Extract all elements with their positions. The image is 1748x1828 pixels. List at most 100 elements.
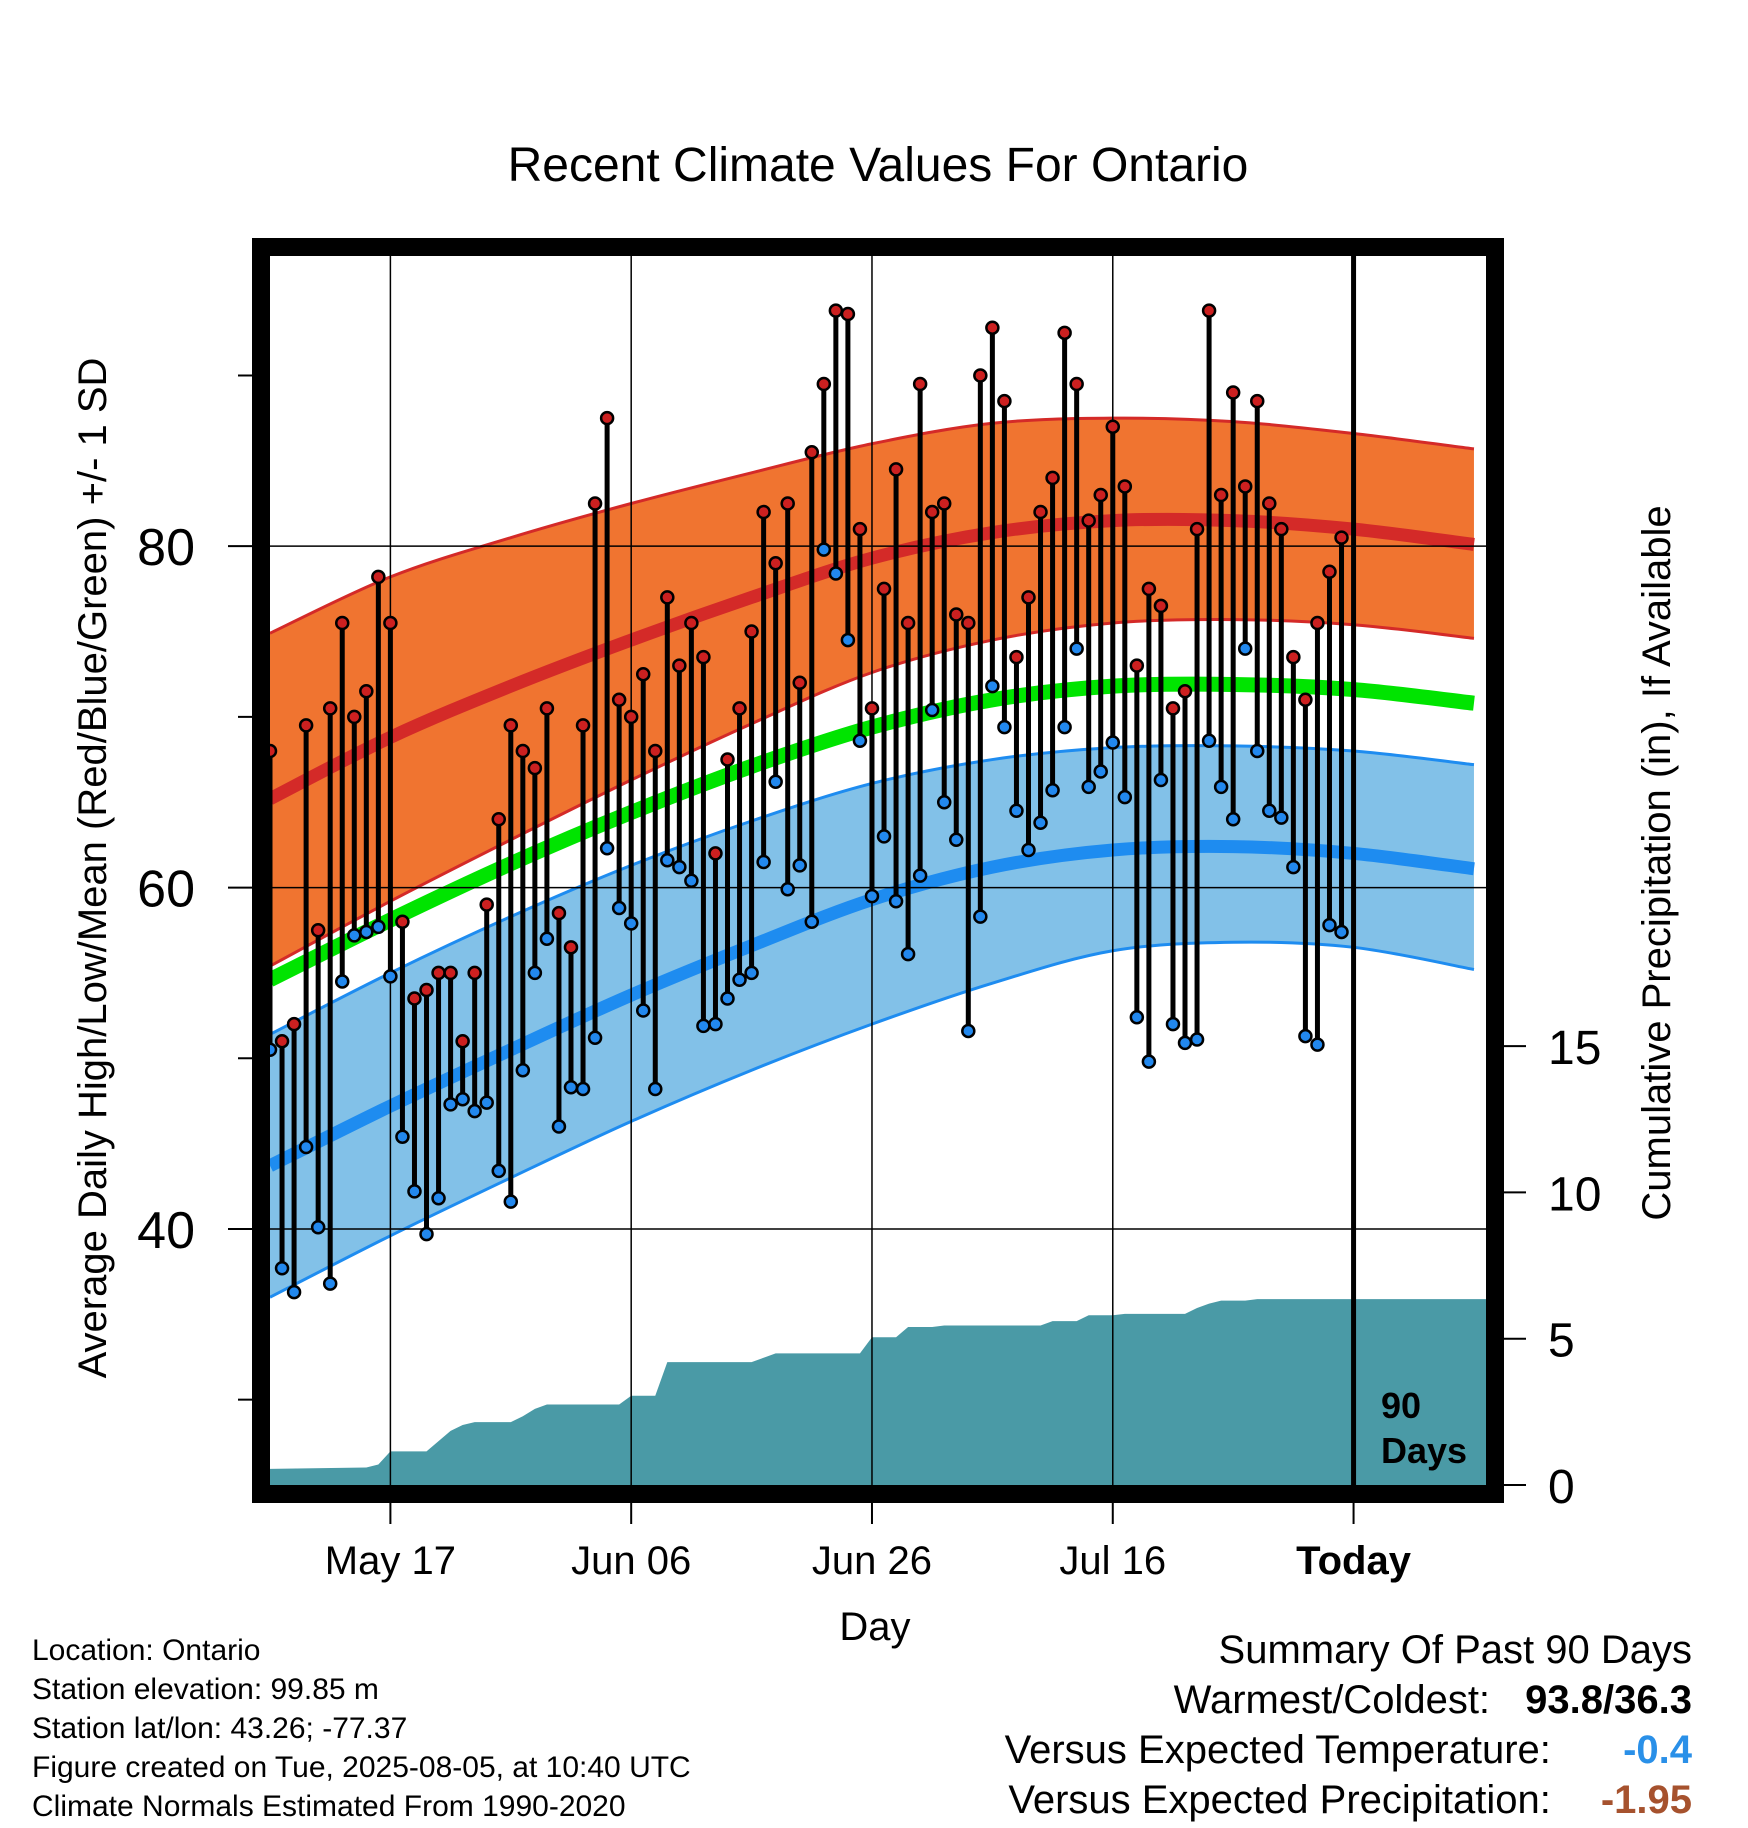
daily-high-point — [1153, 598, 1169, 614]
daily-high-point — [322, 701, 338, 716]
daily-low-point — [347, 928, 362, 943]
daily-low-point — [1249, 743, 1265, 759]
daily-low-point — [551, 1119, 567, 1134]
daily-high-point — [611, 692, 627, 708]
daily-high-point — [804, 445, 820, 460]
chart-title: Recent Climate Values For Ontario — [508, 139, 1249, 192]
daily-high-point — [1322, 564, 1337, 580]
daily-low-point — [949, 832, 964, 848]
daily-stems — [270, 310, 1345, 1293]
daily-high-point — [684, 615, 699, 631]
daily-low-point — [1153, 772, 1169, 788]
x-tick-label: Jul 16 — [1059, 1539, 1166, 1583]
daily-high-point — [756, 504, 771, 520]
daily-low-point — [274, 1260, 290, 1276]
daily-high-point — [431, 965, 446, 981]
daily-high-point — [1129, 658, 1145, 673]
y-tick-label: 60 — [137, 861, 195, 919]
daily-low-point — [310, 1220, 326, 1235]
daily-high-point — [660, 590, 675, 605]
daily-low-point — [1105, 735, 1121, 750]
daily-high-point — [1057, 325, 1072, 341]
daily-low-point — [696, 1018, 711, 1034]
warmest-coldest-value: 93.8/36.3 — [1525, 1678, 1692, 1722]
daily-high-point — [371, 569, 386, 585]
daily-low-point — [322, 1276, 338, 1291]
daily-low-point — [383, 969, 398, 984]
daily-high-point — [563, 940, 579, 955]
daily-high-point — [1334, 530, 1349, 545]
daily-low-point — [479, 1095, 494, 1110]
latlon-text: Station lat/lon: 43.26; -77.37 — [32, 1712, 408, 1745]
y-axis-label: Average Daily High/Low/Mean (Red/Blue/Gr… — [71, 358, 115, 1379]
daily-high-point — [455, 1033, 470, 1049]
daily-high-point — [720, 752, 735, 767]
summary-box: Summary Of Past 90 Days Warmest/Coldest:… — [1005, 1625, 1692, 1825]
x-axis-label: Day — [839, 1605, 910, 1649]
location-text: Location: Ontario — [32, 1634, 261, 1667]
daily-high-point — [1310, 615, 1325, 631]
daily-high-point — [575, 718, 591, 733]
daily-low-point — [1201, 733, 1217, 749]
daily-low-point — [443, 1097, 458, 1112]
daily-low-point — [623, 916, 639, 931]
daily-high-point — [1021, 590, 1036, 605]
today-label-line2: Days — [1381, 1430, 1467, 1471]
daily-high-point — [623, 709, 639, 725]
temp-vs-expected-label: Versus Expected Temperature: — [1004, 1728, 1551, 1772]
daily-low-point — [575, 1081, 591, 1097]
daily-low-point — [1141, 1054, 1157, 1069]
precipitation-area — [270, 1299, 1486, 1485]
daily-low-point — [334, 974, 350, 989]
daily-high-point — [973, 368, 988, 383]
daily-high-point — [792, 675, 807, 690]
axis-ticks: 40 60 80 0 5 10 15 May 17 Jun 06 Jun 26 Jul 16 Toda… — [137, 374, 1601, 1583]
daily-dots — [270, 303, 1349, 1300]
normals-text: Climate Normals Estimated From 1990-2020 — [32, 1790, 626, 1823]
daily-high-point — [672, 658, 687, 673]
daily-low-point — [1093, 764, 1108, 779]
daily-high-point — [876, 581, 892, 597]
daily-low-point — [1069, 641, 1084, 656]
daily-high-point — [551, 905, 567, 921]
daily-low-point — [407, 1184, 422, 1199]
daily-high-point — [1249, 393, 1265, 409]
daily-high-point — [527, 760, 543, 776]
plot-area — [270, 256, 1486, 1485]
daily-high-point — [599, 410, 615, 426]
daily-high-point — [587, 496, 603, 511]
daily-high-point — [1262, 496, 1277, 511]
precip-vs-expected-value: -1.95 — [1600, 1778, 1692, 1822]
daily-low-point — [864, 888, 880, 904]
daily-low-point — [527, 965, 543, 981]
daily-low-point — [732, 972, 747, 987]
daily-high-point — [1213, 487, 1229, 503]
created-text: Figure created on Tue, 2025-08-05, at 10… — [32, 1751, 691, 1784]
temp-vs-expected-row: Versus Expected Temperature: -0.4 — [1005, 1725, 1692, 1775]
daily-high-point — [334, 615, 350, 631]
today-label-line1: 90 — [1381, 1385, 1421, 1426]
daily-low-point — [936, 794, 952, 810]
daily-low-point — [756, 854, 771, 870]
daily-low-point — [997, 719, 1012, 735]
daily-high-point — [1141, 581, 1157, 597]
y-tick-label: 80 — [137, 519, 195, 577]
daily-high-point — [864, 701, 880, 716]
daily-low-point — [503, 1194, 519, 1209]
daily-high-point — [479, 897, 494, 912]
station-metadata: Location: Ontario Station elevation: 99.… — [32, 1631, 691, 1826]
daily-high-point — [1237, 479, 1253, 494]
daily-high-point — [1189, 521, 1205, 537]
plot-content — [270, 256, 1486, 1485]
daily-high-point — [1069, 376, 1084, 392]
daily-low-point — [270, 1042, 278, 1057]
daily-low-point — [1274, 810, 1289, 825]
daily-high-point — [949, 607, 964, 622]
daily-high-point — [491, 812, 507, 827]
daily-low-point — [912, 868, 928, 883]
daily-low-point — [900, 946, 916, 962]
daily-low-point — [1117, 789, 1133, 805]
daily-low-point — [804, 914, 820, 929]
daily-low-point — [431, 1190, 446, 1206]
